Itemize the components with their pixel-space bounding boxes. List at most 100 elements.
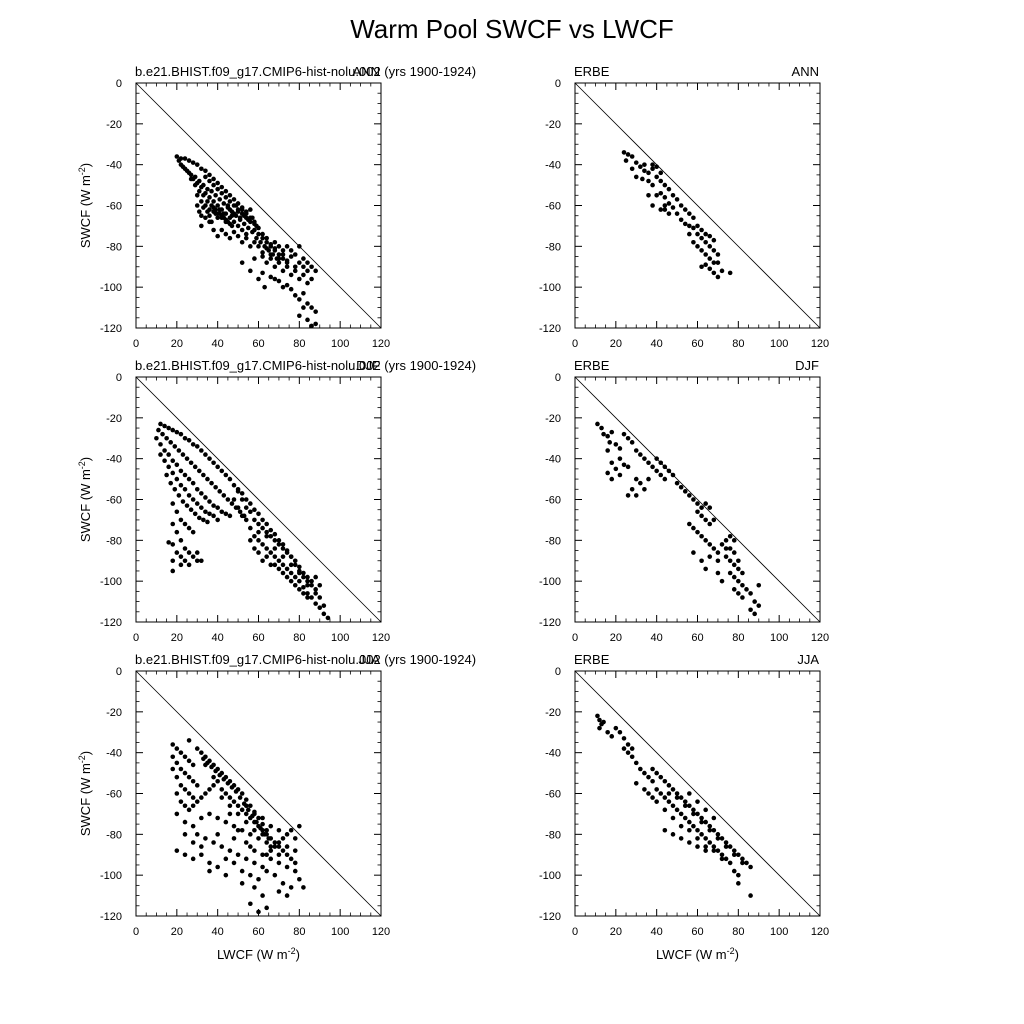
data-point	[182, 819, 188, 825]
data-point	[164, 435, 169, 441]
data-point	[196, 188, 202, 194]
y-tick-label: -80	[545, 241, 561, 253]
data-point	[695, 509, 700, 515]
data-point	[703, 239, 708, 245]
panel-season-label: JJA	[358, 652, 380, 667]
data-point	[711, 248, 717, 253]
data-point	[248, 268, 253, 274]
data-point	[256, 823, 261, 829]
data-point	[225, 497, 231, 502]
data-point	[166, 540, 171, 545]
data-point	[731, 852, 737, 858]
data-point	[731, 538, 737, 543]
data-point	[674, 480, 680, 486]
data-point	[248, 844, 253, 849]
data-point	[731, 587, 737, 592]
data-point	[670, 787, 676, 792]
data-point	[731, 574, 737, 580]
data-point	[243, 811, 249, 817]
data-point	[731, 848, 737, 853]
data-point	[321, 603, 327, 608]
data-point	[707, 233, 713, 239]
data-point	[231, 203, 237, 208]
data-point	[280, 562, 286, 568]
data-point	[695, 244, 700, 249]
data-point	[243, 819, 249, 825]
data-point	[199, 795, 204, 800]
data-point	[252, 256, 257, 261]
data-point	[301, 591, 306, 596]
data-point	[317, 595, 323, 600]
data-point	[288, 286, 294, 292]
data-point	[633, 476, 639, 482]
data-point	[243, 803, 249, 809]
panel-season-label: ANN	[792, 64, 819, 79]
data-point	[748, 893, 753, 898]
data-point	[180, 452, 186, 457]
data-point	[213, 192, 218, 198]
data-point	[599, 425, 604, 431]
data-point	[190, 497, 196, 502]
x-tick-label: 20	[171, 338, 183, 350]
data-point	[237, 795, 243, 800]
data-point	[292, 582, 298, 588]
data-point	[186, 550, 192, 555]
data-point	[223, 791, 229, 796]
data-point	[207, 811, 212, 817]
data-point	[272, 264, 278, 270]
data-point	[284, 264, 290, 270]
data-point	[703, 252, 708, 257]
data-point	[260, 270, 265, 276]
data-point	[254, 223, 259, 229]
data-point	[215, 517, 220, 523]
data-point	[256, 909, 261, 915]
y-tick-label: -40	[545, 748, 561, 760]
data-point	[203, 174, 208, 180]
data-point	[288, 885, 294, 890]
data-point	[215, 832, 220, 837]
data-point	[184, 456, 190, 461]
data-point	[174, 476, 180, 482]
x-tick-label: 60	[252, 632, 264, 644]
data-point	[211, 503, 216, 508]
data-point	[276, 840, 282, 845]
data-point	[650, 464, 655, 470]
panel-5: 0 20 40 60 80 100 120 0 -20 -40 -60 -80 -100 -120 b.e2…	[77, 652, 476, 962]
data-point	[256, 876, 261, 882]
data-point	[691, 807, 696, 813]
data-point	[638, 480, 643, 486]
y-tick-label: -100	[539, 282, 561, 294]
x-tick-label: 60	[252, 926, 264, 938]
data-point	[707, 827, 713, 833]
y-tick-label: 0	[555, 78, 561, 90]
data-point	[678, 795, 684, 800]
data-point	[595, 421, 600, 427]
x-tick-label: 100	[331, 926, 349, 938]
data-point	[215, 215, 220, 221]
data-point	[264, 832, 269, 837]
data-point	[264, 521, 269, 527]
data-point	[670, 832, 676, 837]
data-point	[262, 284, 267, 290]
data-point	[736, 591, 741, 596]
x-tick-label: 100	[331, 632, 349, 644]
data-point	[297, 260, 302, 265]
data-point	[264, 239, 269, 245]
data-point	[284, 258, 290, 263]
data-point	[231, 799, 237, 804]
data-point	[162, 458, 167, 464]
data-point	[211, 513, 216, 519]
y-tick-label: -20	[545, 119, 561, 131]
data-point	[662, 182, 668, 188]
data-point	[207, 213, 212, 219]
data-point	[301, 256, 306, 261]
x-tick-label: 40	[212, 632, 224, 644]
data-point	[162, 448, 167, 453]
data-point	[268, 836, 274, 841]
data-point	[654, 456, 659, 461]
data-point	[707, 542, 713, 547]
data-point	[276, 244, 282, 249]
data-point	[239, 211, 245, 216]
x-tick-label: 40	[212, 926, 224, 938]
data-point	[203, 791, 208, 796]
